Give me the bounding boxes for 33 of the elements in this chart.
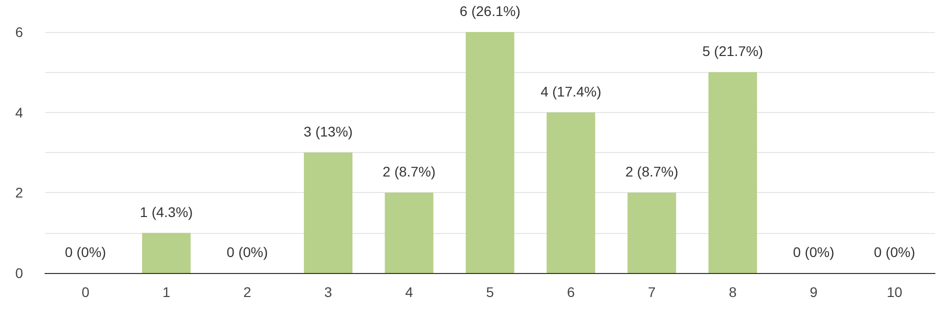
data-label: 0 (0%) (874, 244, 916, 260)
y-tick-label: 0 (15, 265, 24, 281)
data-label: 2 (8.7%) (382, 164, 436, 180)
data-label: 1 (4.3%) (140, 204, 193, 220)
x-tick-label: 7 (648, 284, 656, 300)
data-label: 0 (0%) (64, 244, 106, 260)
data-label: 5 (21.7%) (702, 43, 764, 60)
data-label: 0 (0%) (793, 244, 834, 260)
y-tick-label: 2 (15, 184, 24, 201)
bar (384, 192, 434, 273)
x-tick-label: 3 (324, 284, 332, 300)
data-label: 4 (17.4%) (540, 83, 602, 100)
x-tick-label: 6 (567, 284, 576, 300)
y-tick-label: 4 (15, 104, 24, 120)
data-label: 3 (13%) (304, 124, 353, 140)
x-tick-label: 4 (405, 284, 414, 300)
x-tick-label: 2 (243, 284, 252, 300)
x-tick-label: 5 (486, 284, 494, 300)
y-tick-label: 6 (15, 24, 24, 40)
data-label: 2 (8.7%) (625, 164, 678, 180)
x-tick-label: 1 (162, 284, 170, 300)
bar (546, 112, 596, 273)
data-label: 6 (26.1%) (460, 3, 520, 19)
bar (142, 232, 191, 273)
x-tick-label: 10 (886, 284, 903, 300)
x-tick-label: 0 (82, 284, 90, 300)
bar (628, 192, 676, 273)
data-label: 0 (0%) (226, 244, 268, 260)
bar (466, 32, 514, 273)
x-tick-label: 9 (810, 284, 818, 300)
x-tick-label: 8 (728, 284, 737, 300)
bar (708, 72, 757, 273)
bar (304, 152, 352, 273)
